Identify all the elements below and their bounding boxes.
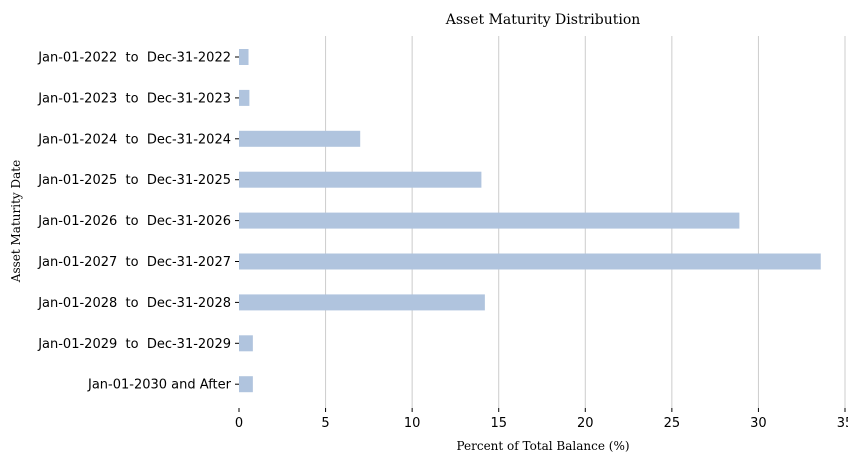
bar [239,89,250,106]
y-tick-label: Jan-01-2023 to Dec-31-2023 [37,91,231,106]
y-tick-label: Jan-01-2024 to Dec-31-2024 [37,132,231,147]
y-tick-label: Jan-01-2026 to Dec-31-2026 [37,214,231,229]
y-axis-label: Asset Maturity Date [9,160,23,283]
bar [239,335,253,352]
y-axis: Jan-01-2022 to Dec-31-2022 Jan-01-2023 to… [37,51,239,393]
bar [239,130,361,147]
x-tick-label: 25 [664,416,681,431]
x-tick-label: 10 [404,416,421,431]
bar [239,212,740,229]
x-tick-label: 20 [577,416,594,431]
y-tick-label: Jan-01-2027 to Dec-31-2027 [37,255,231,270]
chart-title: Asset Maturity Distribution [445,12,641,28]
x-axis-label: Percent of Total Balance (%) [456,439,629,453]
y-tick-label: Jan-01-2029 to Dec-31-2029 [37,337,231,352]
bar [239,171,482,188]
x-tick-label: 15 [490,416,507,431]
y-tick-label: Jan-01-2028 to Dec-31-2028 [37,296,231,311]
bar [239,294,485,311]
bar [239,49,249,65]
x-tick-label: 30 [750,416,767,431]
y-tick-label: Jan-01-2025 to Dec-31-2025 [37,173,231,188]
x-tick-label: 0 [235,416,243,431]
x-tick-label: 35 [837,416,848,431]
x-axis: 0 5 10 15 20 25 30 35 [235,408,848,431]
y-tick-label: Jan-01-2030 and After [87,378,232,393]
bar-layer [239,49,821,393]
x-tick-label: 5 [321,416,329,431]
y-tick-label: Jan-01-2022 to Dec-31-2022 [37,51,231,66]
bar [239,253,821,270]
bar [239,376,253,393]
